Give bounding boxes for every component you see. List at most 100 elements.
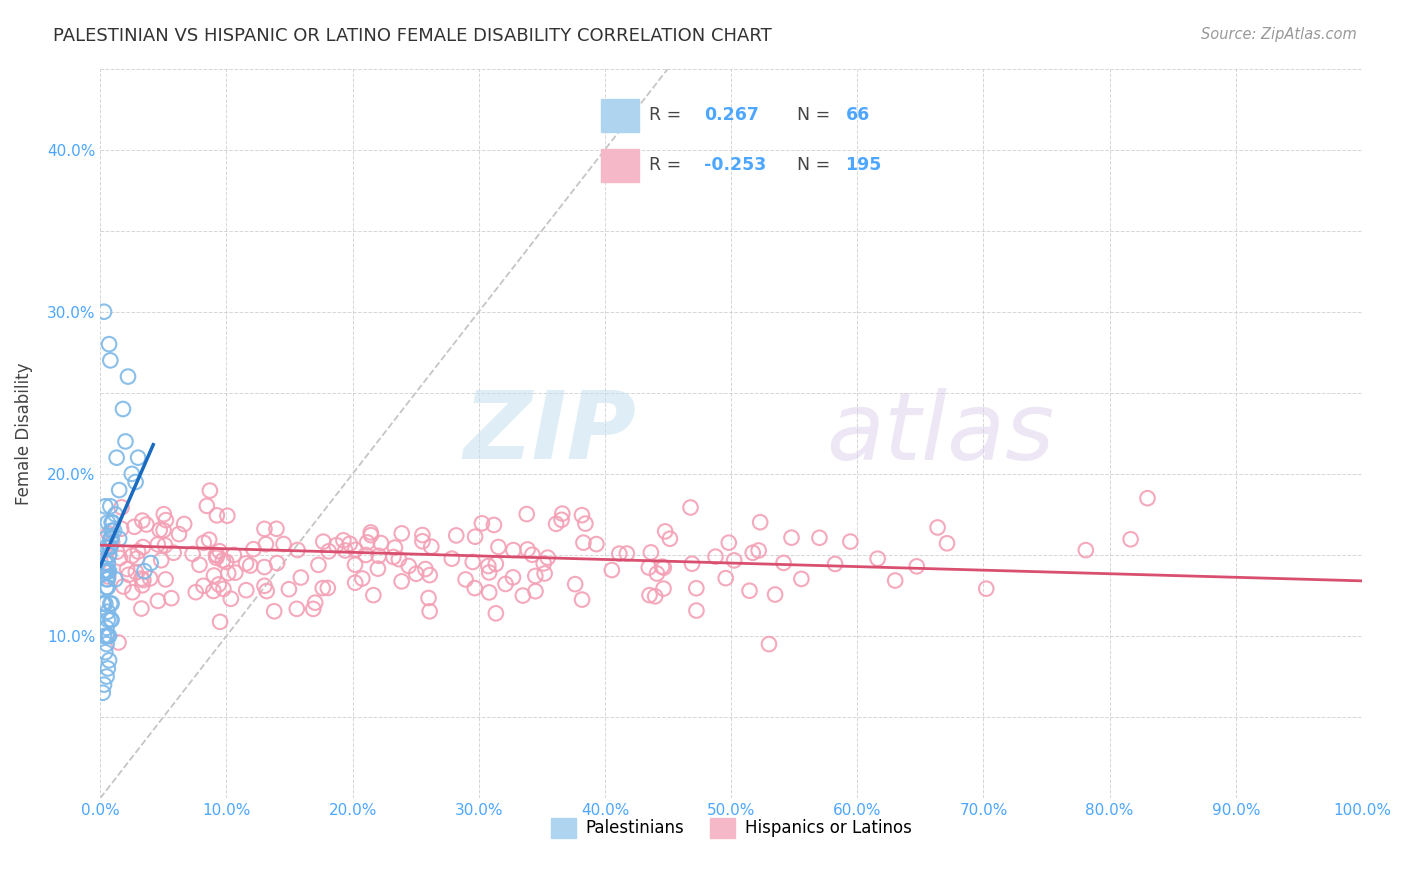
Point <box>224 566 246 580</box>
Point <box>277 582 299 597</box>
Text: N =: N = <box>797 155 831 174</box>
Point <box>205 549 228 563</box>
Point <box>339 537 361 551</box>
Point <box>193 579 215 593</box>
Point <box>101 535 124 549</box>
Point <box>217 508 239 523</box>
Point <box>936 536 959 550</box>
Point <box>685 581 707 595</box>
Point <box>253 579 276 593</box>
Point <box>478 566 501 580</box>
Point <box>97 629 120 643</box>
Point <box>312 581 335 595</box>
Point <box>516 507 538 521</box>
Point <box>637 560 659 574</box>
Point <box>96 572 118 586</box>
Point <box>208 544 231 558</box>
Text: PALESTINIAN VS HISPANIC OR LATINO FEMALE DISABILITY CORRELATION CHART: PALESTINIAN VS HISPANIC OR LATINO FEMALE… <box>53 27 772 45</box>
Point <box>266 556 288 570</box>
Text: -0.253: -0.253 <box>704 155 766 174</box>
Point <box>152 524 174 538</box>
Point <box>215 555 238 569</box>
Point <box>356 535 378 549</box>
Point <box>316 581 339 595</box>
Point <box>149 523 172 537</box>
Point <box>94 500 117 514</box>
Point <box>163 546 186 560</box>
Point <box>98 597 121 611</box>
Point <box>111 402 134 417</box>
Point <box>748 543 770 558</box>
Point <box>114 434 136 449</box>
Text: ZIP: ZIP <box>464 387 637 479</box>
Point <box>415 562 437 576</box>
Point <box>209 615 232 629</box>
Point <box>524 569 547 583</box>
Point <box>98 564 121 578</box>
Point <box>98 353 121 368</box>
Point <box>308 558 330 572</box>
Point <box>89 554 111 568</box>
Point <box>464 581 486 595</box>
Point <box>420 540 443 554</box>
Point <box>98 540 121 554</box>
Point <box>495 577 517 591</box>
Point <box>96 540 118 554</box>
Point <box>1074 543 1097 558</box>
Point <box>98 540 121 554</box>
Point <box>107 635 129 649</box>
Point <box>266 522 288 536</box>
Point <box>550 513 572 527</box>
Point <box>717 535 740 549</box>
Point <box>304 596 326 610</box>
Point <box>418 591 440 605</box>
Point <box>94 597 117 611</box>
Point <box>253 522 276 536</box>
Point <box>302 602 325 616</box>
Point <box>884 574 907 588</box>
Point <box>571 508 593 523</box>
Point <box>354 548 377 562</box>
Point <box>202 568 225 582</box>
Point <box>108 483 131 497</box>
Point <box>160 591 183 606</box>
Point <box>98 548 121 562</box>
Point <box>217 566 239 581</box>
Point <box>205 508 228 523</box>
Point <box>273 537 295 551</box>
Point <box>150 553 173 567</box>
Point <box>96 580 118 594</box>
Point <box>93 629 115 643</box>
Point <box>461 555 484 569</box>
Point <box>93 564 115 578</box>
Point <box>97 661 120 675</box>
Point <box>454 573 477 587</box>
Point <box>502 543 524 558</box>
Point <box>1136 491 1159 506</box>
Point <box>100 516 122 530</box>
Point <box>382 549 405 564</box>
Point <box>419 568 441 582</box>
Point <box>152 507 174 521</box>
Point <box>98 613 121 627</box>
Point <box>93 564 115 578</box>
Point <box>464 530 486 544</box>
Point <box>198 533 221 547</box>
Text: 66: 66 <box>845 106 870 124</box>
Point <box>363 588 385 602</box>
Point <box>132 573 155 587</box>
Point <box>679 500 702 515</box>
Point <box>388 552 411 566</box>
Point <box>97 605 120 619</box>
Point <box>411 534 433 549</box>
Point <box>98 540 121 554</box>
Point <box>131 572 153 586</box>
Point <box>790 572 813 586</box>
Point <box>405 566 427 581</box>
Point <box>96 621 118 635</box>
Point <box>640 545 662 559</box>
Text: R =: R = <box>650 106 682 124</box>
Point <box>212 553 235 567</box>
Point <box>131 601 153 615</box>
Point <box>482 518 505 533</box>
